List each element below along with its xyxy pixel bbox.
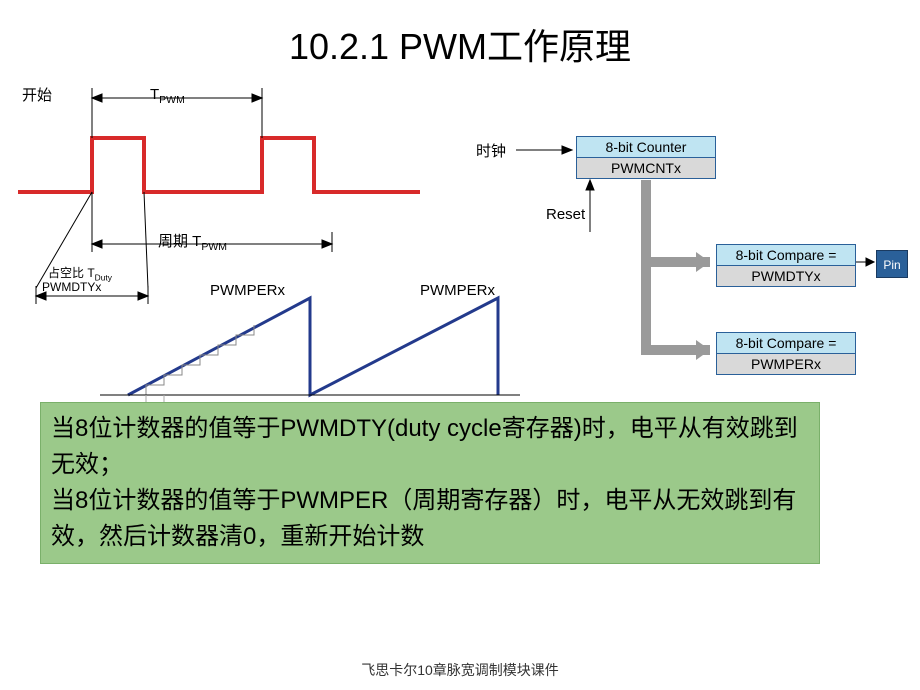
reg-compare1-bot: PWMDTYx xyxy=(717,266,855,286)
reset-arrow xyxy=(586,180,594,232)
page-title: 10.2.1 PWM工作原理 xyxy=(0,0,920,70)
bus-arrowhead-2 xyxy=(696,340,710,360)
clock-arrow xyxy=(516,146,572,154)
reg-compare1: 8-bit Compare = PWMDTYx xyxy=(716,244,856,287)
label-period: 周期 TPWM xyxy=(158,230,227,253)
label-tpwm-top: TPWM xyxy=(150,86,185,106)
bus-counter-to-compare2 xyxy=(646,262,710,350)
label-pwmdtyx: PWMDTYx xyxy=(42,280,101,294)
reg-compare2: 8-bit Compare = PWMPERx xyxy=(716,332,856,375)
sawtooth xyxy=(128,298,498,395)
label-reset: Reset xyxy=(546,206,585,223)
staircase xyxy=(128,325,254,395)
reg-counter: 8-bit Counter PWMCNTx xyxy=(576,136,716,179)
label-clock: 时钟 xyxy=(476,140,506,161)
compare1-to-pin xyxy=(856,258,874,266)
pin-box: Pin xyxy=(876,250,908,278)
explanation-box: 当8位计数器的值等于PWMDTY(duty cycle寄存器)时，电平从有效跳到… xyxy=(40,402,820,564)
label-start: 开始 xyxy=(22,84,52,105)
reg-compare1-top: 8-bit Compare = xyxy=(717,245,855,266)
bus-counter-to-compare1 xyxy=(646,180,710,262)
reg-counter-bot: PWMCNTx xyxy=(577,158,715,178)
footer-caption: 飞思卡尔10章脉宽调制模块课件 xyxy=(0,660,920,680)
reg-counter-top: 8-bit Counter xyxy=(577,137,715,158)
pwm-waveform xyxy=(18,138,420,192)
bus-arrowhead-1 xyxy=(696,252,710,272)
reg-compare2-top: 8-bit Compare = xyxy=(717,333,855,354)
label-pwmperx-2: PWMPERx xyxy=(420,282,495,299)
label-pwmperx-1: PWMPERx xyxy=(210,282,285,299)
reg-compare2-bot: PWMPERx xyxy=(717,354,855,374)
